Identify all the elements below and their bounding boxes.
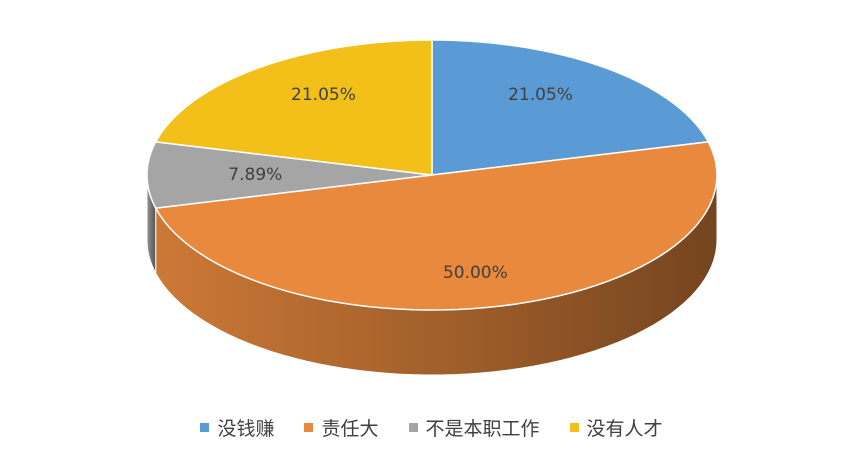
data-label: 7.89% bbox=[228, 165, 282, 185]
data-label: 21.05% bbox=[508, 85, 573, 105]
legend-label: 责任大 bbox=[321, 418, 379, 440]
legend-item: 不是本职工作 bbox=[408, 414, 540, 441]
legend-label: 没钱赚 bbox=[217, 418, 275, 440]
legend: 没钱赚 责任大 不是本职工作 没有人才 bbox=[0, 414, 863, 441]
legend-label: 没有人才 bbox=[586, 418, 663, 440]
legend-label: 不是本职工作 bbox=[425, 418, 540, 440]
legend-item: 没有人才 bbox=[569, 414, 663, 441]
legend-item: 没钱赚 bbox=[200, 414, 274, 441]
slice bbox=[431, 39, 710, 176]
slice bbox=[154, 39, 433, 176]
slice bbox=[154, 141, 718, 311]
legend-swatch bbox=[304, 423, 314, 432]
data-label: 21.05% bbox=[291, 85, 356, 105]
legend-swatch bbox=[200, 423, 210, 432]
legend-swatch bbox=[569, 423, 579, 432]
legend-item: 责任大 bbox=[304, 414, 379, 441]
slice bbox=[146, 141, 433, 209]
data-label: 50.00% bbox=[443, 263, 508, 283]
legend-swatch bbox=[408, 423, 418, 432]
chart: 21.05% 50.00% 7.89% 21.05% bbox=[146, 39, 718, 376]
